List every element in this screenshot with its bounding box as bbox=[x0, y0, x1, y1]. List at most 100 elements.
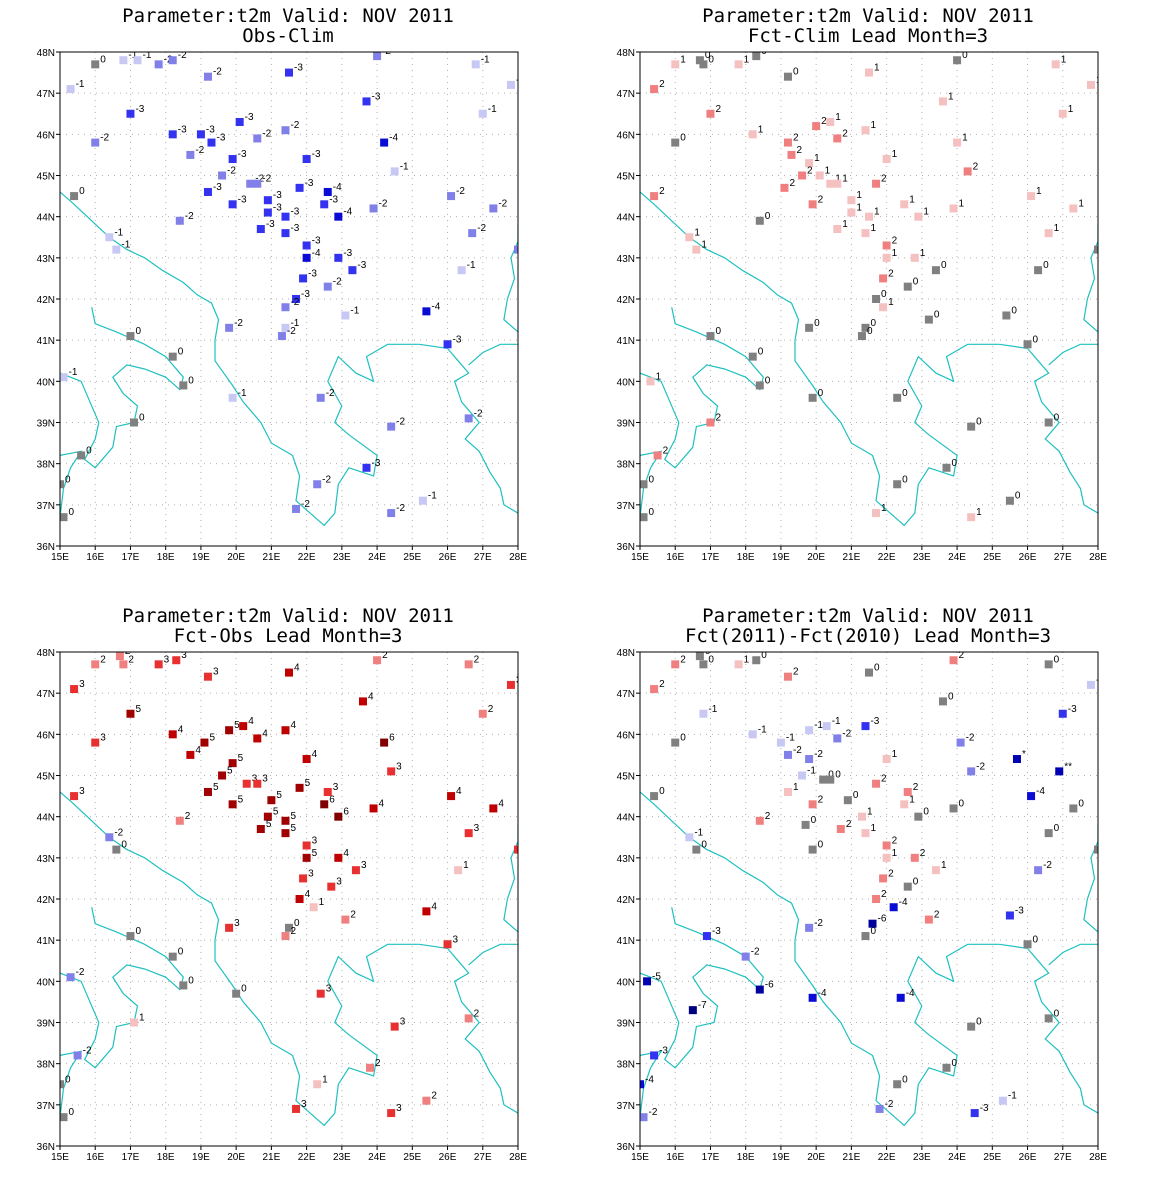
lat-tick-label: 43N bbox=[617, 254, 635, 265]
coastline bbox=[468, 943, 518, 966]
station-marker bbox=[200, 738, 209, 747]
coastline bbox=[503, 224, 518, 333]
station-marker bbox=[879, 303, 888, 312]
lat-tick-label: 48N bbox=[37, 48, 55, 59]
station-value: 0 bbox=[139, 413, 145, 424]
station-value: -2 bbox=[382, 46, 391, 57]
station-marker bbox=[706, 418, 715, 427]
station-value: -3 bbox=[213, 182, 222, 193]
station-marker bbox=[168, 730, 177, 739]
station-marker bbox=[695, 652, 704, 661]
station-value: -3 bbox=[372, 458, 381, 469]
station-value: 4 bbox=[178, 724, 184, 735]
station-marker bbox=[175, 816, 184, 825]
station-value: 0 bbox=[881, 289, 887, 300]
station-value: -2 bbox=[301, 499, 310, 510]
station-value: 1 bbox=[874, 63, 880, 74]
lat-tick-label: 45N bbox=[617, 172, 635, 183]
station-value: 0 bbox=[65, 474, 71, 485]
station-marker bbox=[1044, 660, 1053, 669]
station-marker bbox=[805, 323, 814, 332]
station-marker bbox=[942, 463, 951, 472]
station-value: 0 bbox=[135, 926, 141, 937]
station-marker bbox=[348, 266, 357, 275]
station-value: 6 bbox=[389, 733, 395, 744]
station-marker bbox=[281, 229, 290, 238]
station-value: 4 bbox=[431, 901, 437, 912]
station-marker bbox=[857, 332, 866, 341]
station-value: -3 bbox=[290, 223, 299, 234]
lat-tick-label: 41N bbox=[617, 936, 635, 947]
station-value: -3 bbox=[273, 190, 282, 201]
station-marker bbox=[126, 332, 135, 341]
station-marker bbox=[1044, 229, 1053, 238]
station-value: -1 bbox=[694, 827, 703, 838]
station-value: 0 bbox=[100, 54, 106, 65]
lat-tick-label: 43N bbox=[37, 254, 55, 265]
station-value: -2 bbox=[498, 198, 507, 209]
lat-tick-label: 48N bbox=[37, 648, 55, 659]
station-value: -3 bbox=[312, 235, 321, 246]
station-marker bbox=[489, 804, 498, 813]
station-marker bbox=[748, 352, 757, 361]
station-marker bbox=[967, 422, 976, 431]
station-marker bbox=[373, 656, 382, 665]
station-marker bbox=[126, 109, 135, 118]
station-marker bbox=[914, 212, 923, 221]
lat-tick-label: 45N bbox=[37, 772, 55, 783]
station-marker bbox=[872, 895, 881, 903]
station-value: 2 bbox=[881, 889, 887, 900]
station-marker bbox=[640, 1080, 644, 1089]
station-marker bbox=[861, 229, 870, 238]
station-marker bbox=[826, 179, 835, 188]
station-marker bbox=[514, 845, 518, 854]
station-value: 0 bbox=[758, 347, 764, 358]
coastline bbox=[60, 907, 184, 1069]
station-value: 1 bbox=[1078, 198, 1084, 209]
lat-tick-label: 45N bbox=[37, 172, 55, 183]
station-value: 3 bbox=[396, 1103, 402, 1114]
station-marker bbox=[464, 660, 473, 669]
station-value: 0 bbox=[1033, 334, 1039, 345]
station-value: 2 bbox=[290, 926, 296, 937]
station-value: 2 bbox=[474, 1008, 480, 1019]
station-value: 2 bbox=[913, 782, 919, 793]
station-marker bbox=[387, 422, 396, 431]
station-value: -4 bbox=[431, 301, 440, 312]
coastline bbox=[1048, 943, 1098, 966]
station-value: 4 bbox=[290, 720, 296, 731]
station-marker bbox=[699, 709, 708, 718]
station-marker bbox=[970, 1109, 979, 1118]
station-marker bbox=[225, 923, 234, 932]
station-marker bbox=[323, 787, 332, 796]
lat-tick-label: 42N bbox=[617, 295, 635, 306]
lon-tick-label: 19E bbox=[772, 1152, 790, 1163]
lat-tick-label: 36N bbox=[617, 542, 635, 553]
station-marker bbox=[1086, 680, 1095, 689]
station-marker bbox=[650, 685, 659, 694]
lat-tick-label: 45N bbox=[617, 772, 635, 783]
station-value: 0 bbox=[65, 1074, 71, 1085]
station-marker bbox=[66, 85, 75, 94]
station-marker bbox=[70, 192, 79, 201]
lat-tick-label: 47N bbox=[617, 89, 635, 100]
station-marker bbox=[468, 229, 477, 238]
station-value: -2 bbox=[474, 408, 483, 419]
station-value: 0 bbox=[178, 347, 184, 358]
station-value: 1 bbox=[694, 227, 700, 238]
station-value: 3 bbox=[333, 782, 339, 793]
station-marker bbox=[168, 352, 177, 361]
station-value: -2 bbox=[477, 223, 486, 234]
station-value: 1 bbox=[867, 807, 873, 818]
station-value: 0 bbox=[952, 458, 958, 469]
station-value: 0 bbox=[976, 1017, 982, 1028]
lon-tick-label: 22E bbox=[298, 1152, 316, 1163]
map-panel-fct-clim: Parameter:t2m Valid: NOV 2011 Fct-Clim Le… bbox=[580, 0, 1160, 600]
lon-tick-label: 28E bbox=[1089, 552, 1107, 563]
station-marker bbox=[787, 150, 796, 159]
station-marker bbox=[882, 241, 891, 250]
station-marker bbox=[443, 340, 452, 349]
lon-tick-label: 22E bbox=[878, 1152, 896, 1163]
station-value: -2 bbox=[100, 133, 109, 144]
